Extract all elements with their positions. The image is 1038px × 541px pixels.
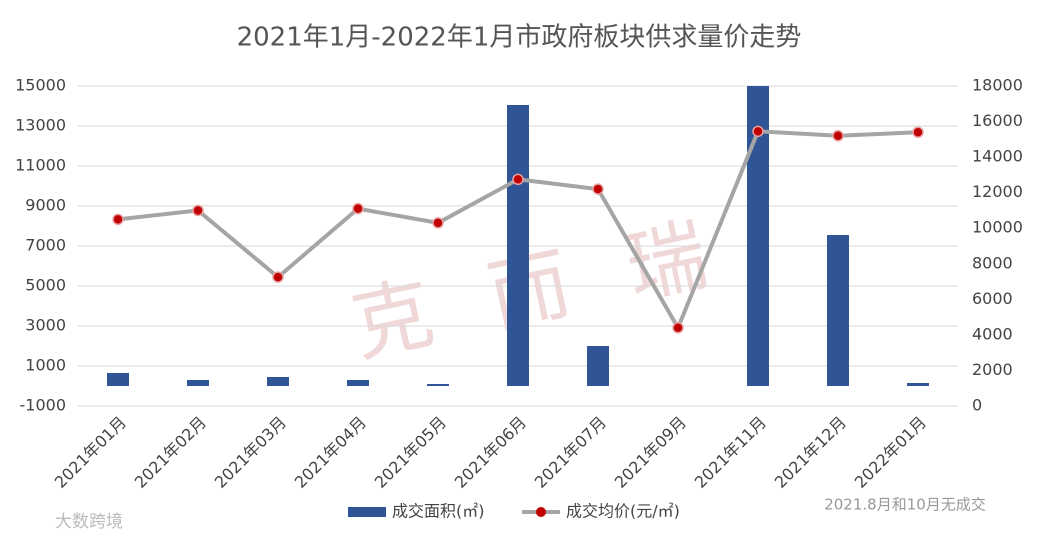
y2-tick-label: 6000 xyxy=(972,289,1013,308)
marker xyxy=(192,204,204,217)
x-tick-label: 2021年09月 xyxy=(611,413,690,492)
marker xyxy=(592,183,604,195)
y2-tick-label: 14000 xyxy=(972,147,1023,166)
y2-tick-label: 0 xyxy=(972,396,982,415)
marker xyxy=(832,130,844,142)
legend-label: 成交面积(㎡) xyxy=(392,502,485,521)
y2-tick-label: 16000 xyxy=(972,111,1023,130)
bar xyxy=(587,346,609,386)
bar xyxy=(747,86,769,386)
y-tick-label: 11000 xyxy=(15,156,66,175)
y-tick-label: 7000 xyxy=(25,236,66,255)
legend-swatch xyxy=(348,507,386,517)
x-tick-label: 2021年11月 xyxy=(691,413,770,492)
marker xyxy=(512,173,524,186)
x-tick-label: 2021年07月 xyxy=(531,413,610,492)
x-tick-label: 2021年04月 xyxy=(291,413,370,492)
legend-marker xyxy=(536,507,546,517)
bar xyxy=(347,380,369,386)
y2-tick-label: 10000 xyxy=(972,218,1023,237)
marker xyxy=(112,213,124,226)
note: 2021.8月和10月无成交 xyxy=(824,496,986,514)
y2-tick-label: 4000 xyxy=(972,324,1013,343)
bar xyxy=(427,384,449,386)
bar xyxy=(267,377,289,386)
y2-tick-label: 18000 xyxy=(972,76,1023,95)
x-tick-label: 2021年02月 xyxy=(131,413,210,492)
marker xyxy=(352,202,364,215)
bar xyxy=(907,383,929,386)
y2-tick-label: 12000 xyxy=(972,182,1023,201)
marker xyxy=(432,217,444,229)
marker xyxy=(272,271,284,283)
y2-tick-label: 8000 xyxy=(972,253,1013,272)
y-tick-label: -1000 xyxy=(20,396,67,415)
chart-title: 2021年1月-2022年1月市政府板块供求量价走势 xyxy=(237,23,802,53)
marker xyxy=(912,126,924,138)
x-tick-label: 2021年03月 xyxy=(211,413,290,492)
watermark: 克而瑞 xyxy=(344,195,774,373)
y2-tick-label: 2000 xyxy=(972,360,1013,379)
source: 大数跨境 xyxy=(55,512,123,532)
x-tick-label: 2022年01月 xyxy=(851,413,930,492)
bar xyxy=(827,235,849,386)
y-tick-label: 13000 xyxy=(15,116,66,135)
x-tick-label: 2021年06月 xyxy=(451,413,530,492)
x-tick-label: 2021年01月 xyxy=(51,413,130,492)
marker xyxy=(672,322,684,334)
x-tick-label: 2021年12月 xyxy=(771,413,850,492)
y-tick-label: 1000 xyxy=(25,356,66,375)
y-tick-label: 15000 xyxy=(15,76,66,95)
legend-label: 成交均价(元/㎡) xyxy=(566,502,680,521)
bar xyxy=(187,380,209,386)
y-tick-label: 5000 xyxy=(25,276,66,295)
marker xyxy=(752,125,764,138)
y-tick-label: 9000 xyxy=(25,196,66,215)
bar xyxy=(507,105,529,386)
bar xyxy=(107,373,129,386)
x-tick-label: 2021年05月 xyxy=(371,413,450,492)
y-tick-label: 3000 xyxy=(25,316,66,335)
